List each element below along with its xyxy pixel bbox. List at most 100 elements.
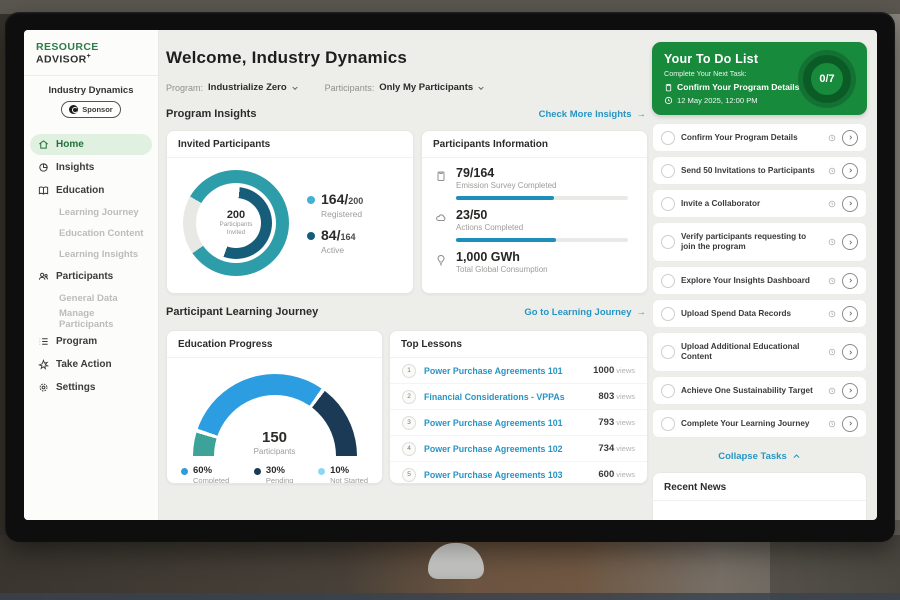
task-label: Verify participants requesting to join t… [681, 232, 807, 251]
gauge-legend: 60% Completed 30% Pending [167, 456, 382, 484]
views-word: views [616, 444, 635, 453]
task-row[interactable]: Verify participants requesting to join t… [652, 222, 867, 262]
task-checkbox[interactable] [661, 196, 675, 211]
task-row[interactable]: Upload Additional Educational Content [652, 332, 867, 372]
task-chevron-button[interactable] [842, 129, 858, 146]
todo-next-task-time: 12 May 2025, 12:00 PM [677, 96, 758, 105]
collapse-tasks-link[interactable]: Collapse Tasks [652, 451, 867, 462]
registered-dot-icon [307, 195, 315, 204]
task-chevron-button[interactable] [842, 272, 858, 289]
task-row[interactable]: Explore Your Insights Dashboard [652, 266, 867, 295]
background-wall-top [0, 0, 900, 14]
page-title: Welcome, Industry Dynamics [166, 48, 408, 67]
stat-value: 1,000 GWh [456, 250, 520, 265]
chevron-right-icon [848, 201, 852, 206]
task-checkbox[interactable] [661, 163, 675, 178]
sidebar-item-education[interactable]: Education [30, 180, 152, 201]
task-chevron-button[interactable] [842, 234, 858, 250]
gauge-center-label: Participants [253, 447, 296, 456]
completed-label: Completed [193, 476, 230, 484]
participants-filter: Participants: Only My Participants [325, 82, 486, 93]
clock-icon [664, 96, 673, 105]
lesson-link[interactable]: Power Purchase Agreements 103 [424, 469, 563, 480]
task-chevron-button[interactable] [842, 305, 858, 322]
views-word: views [616, 392, 635, 401]
program-filter-dropdown[interactable]: Industrialize Zero [208, 82, 299, 93]
check-more-insights-link[interactable]: Check More Insights → [539, 109, 646, 120]
monitor-bezel: RESOURCE ADVISOR+ Industry Dynamics Spon… [5, 12, 895, 542]
invited-participants-card: Invited Participants 200 Participants In… [166, 130, 414, 294]
donut-center: 200 Participants Invited [211, 198, 261, 248]
lesson-link[interactable]: Power Purchase Agreements 101 [424, 365, 563, 376]
task-label: Upload Spend Data Records [681, 308, 792, 318]
task-clock-icon [828, 200, 836, 207]
participants-information-card: Participants Information 79/164 Emission… [421, 130, 648, 294]
task-label: Achieve One Sustainability Target [681, 385, 813, 395]
lesson-views: 734 [598, 443, 615, 454]
lesson-link[interactable]: Financial Considerations - VPPAs [424, 391, 565, 402]
task-checkbox[interactable] [661, 345, 675, 359]
task-row[interactable]: Confirm Your Program Details [652, 123, 867, 152]
lightbulb-icon [437, 255, 445, 266]
sidebar-item-insights[interactable]: Insights [30, 157, 152, 178]
task-chevron-button[interactable] [842, 415, 858, 432]
lesson-rank: 2 [402, 389, 416, 404]
task-chevron-button[interactable] [842, 162, 858, 179]
program-insights-title: Program Insights [166, 108, 257, 120]
sidebar-item-education-content[interactable]: Education Content [30, 224, 152, 243]
sponsor-icon [69, 104, 79, 114]
active-total: 164 [340, 231, 356, 242]
task-chevron-button[interactable] [842, 344, 858, 360]
education-progress-card-title: Education Progress [167, 331, 382, 358]
education-progress-card: Education Progress 150 Participants [166, 330, 383, 484]
sidebar-item-learning-insights[interactable]: Learning Insights [30, 245, 152, 264]
lesson-views: 803 [598, 391, 615, 402]
link-label: Check More Insights [538, 108, 632, 120]
task-row[interactable]: Send 50 Invitations to Participants [652, 156, 867, 185]
filters-row: Program: Industrialize Zero Participants… [166, 82, 485, 93]
task-checkbox[interactable] [661, 416, 675, 431]
active-dot-icon [307, 231, 315, 240]
task-clock-icon [828, 420, 836, 427]
sidebar-item-home[interactable]: Home [30, 133, 152, 155]
link-label: Go to Learning Journey [524, 306, 632, 318]
collapse-tasks-label: Collapse Tasks [718, 451, 787, 462]
top-lessons-card-title: Top Lessons [390, 331, 647, 358]
sidebar-item-settings[interactable]: Settings [30, 377, 152, 398]
sidebar-item-manage-participants[interactable]: Manage Participants [30, 308, 152, 330]
todo-header-card: Your To Do List Complete Your Next Task:… [652, 42, 867, 115]
gauge-center: 150 Participants [193, 430, 357, 456]
gauge-center-value: 150 [261, 429, 288, 446]
logo-advisor: ADVISOR [36, 53, 87, 66]
chevron-right-icon [848, 421, 852, 426]
participants-filter-dropdown[interactable]: Only My Participants [379, 82, 485, 93]
nav-label: Settings [56, 381, 96, 393]
chevron-right-icon [848, 311, 852, 316]
task-checkbox[interactable] [661, 235, 675, 249]
task-checkbox[interactable] [661, 306, 675, 321]
views-word: views [616, 470, 635, 479]
sidebar-item-take-action[interactable]: Take Action [30, 354, 152, 375]
todo-counter: 0/7 [819, 72, 835, 85]
task-checkbox[interactable] [661, 383, 675, 398]
sidebar-item-program[interactable]: Program [30, 331, 152, 352]
task-clock-icon [828, 134, 836, 141]
program-insights-header: Program Insights Check More Insights → [166, 108, 646, 120]
lesson-link[interactable]: Power Purchase Agreements 102 [424, 443, 563, 454]
task-label: Send 50 Invitations to Participants [681, 165, 815, 175]
task-row[interactable]: Achieve One Sustainability Target [652, 376, 867, 405]
task-row[interactable]: Invite a Collaborator [652, 189, 867, 218]
sidebar-item-participants[interactable]: Participants [30, 266, 152, 287]
task-row[interactable]: Complete Your Learning Journey [652, 409, 867, 438]
go-to-learning-journey-link[interactable]: Go to Learning Journey → [524, 307, 646, 318]
sidebar-item-learning-journey[interactable]: Learning Journey [30, 203, 152, 222]
task-chevron-button[interactable] [842, 382, 858, 399]
lesson-link[interactable]: Power Purchase Agreements 101 [424, 417, 563, 428]
task-checkbox[interactable] [661, 130, 675, 145]
chevron-up-icon [793, 454, 800, 458]
task-row[interactable]: Upload Spend Data Records [652, 299, 867, 328]
task-checkbox[interactable] [661, 273, 675, 288]
task-chevron-button[interactable] [842, 195, 858, 212]
lesson-row: 3 Power Purchase Agreements 101 793 views [390, 410, 647, 436]
sidebar-item-general-data[interactable]: General Data [30, 289, 152, 308]
